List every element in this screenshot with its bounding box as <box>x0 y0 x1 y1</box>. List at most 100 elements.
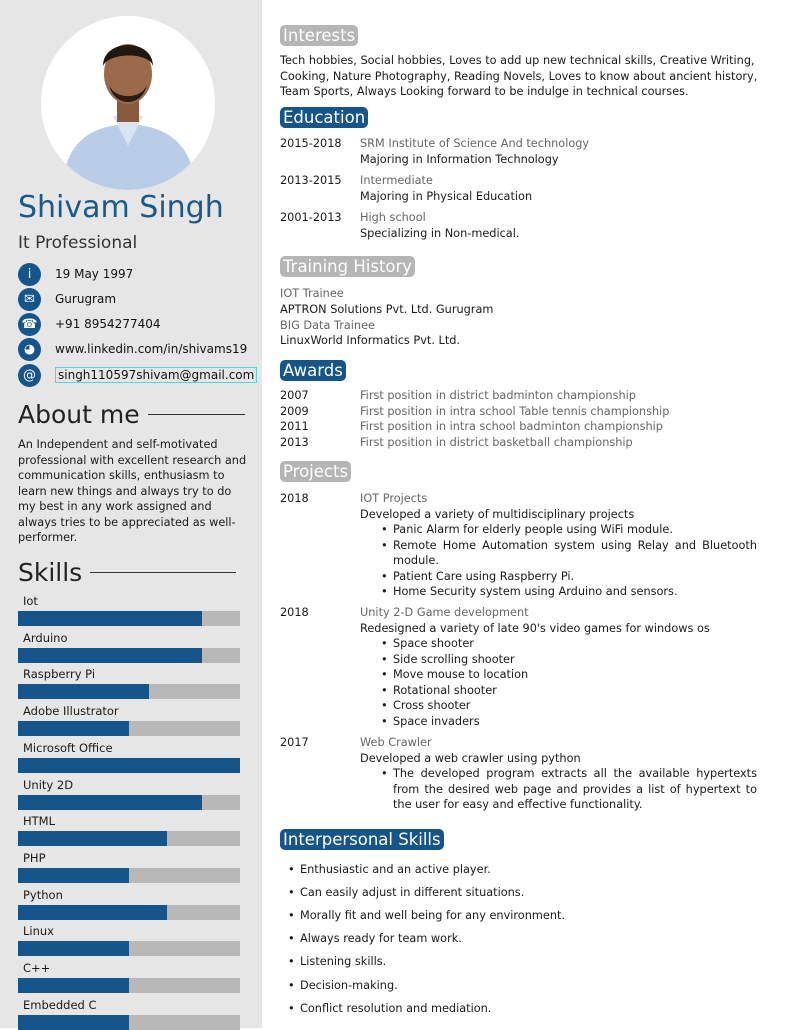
education-detail: Majoring in Physical Education <box>360 189 533 203</box>
project-bullet: Home Security system using Arduino and s… <box>381 584 757 600</box>
skill-label: Iot <box>23 594 38 608</box>
skill-label: Linux <box>23 924 54 939</box>
project-description: Developed a web crawler using python <box>360 751 581 765</box>
skill-level-fill <box>18 684 149 700</box>
skill-bar <box>18 941 240 957</box>
training-text: BIG Data Trainee <box>280 318 375 332</box>
skill-label: C++ <box>23 961 51 975</box>
interests-heading: Interests <box>280 25 359 46</box>
project-year: 2018 <box>280 492 309 505</box>
education-detail: Majoring in Information Technology <box>360 152 559 166</box>
divider <box>147 413 245 416</box>
contact-item: ✉ Gurugram <box>18 287 116 311</box>
skill-label: Raspberry Pi <box>23 667 96 682</box>
skill-level-fill <box>18 794 203 810</box>
skill-label: Python <box>23 887 63 902</box>
project-bullet: Side scrolling shooter <box>381 652 757 668</box>
project-year: 2017 <box>280 736 309 749</box>
interpersonal-skill: Enthusiastic and an active player. <box>288 863 491 876</box>
awards-heading: Awards <box>280 360 346 381</box>
interpersonal-skill: Conflict resolution and mediation. <box>288 1002 491 1015</box>
job-title: It Professional <box>18 233 138 253</box>
skills-heading-text: Skills <box>18 558 83 587</box>
skill-label: Arduino <box>23 630 68 645</box>
profile-photo <box>41 16 215 190</box>
about-heading: About me <box>18 400 245 429</box>
skill-bar <box>18 904 240 920</box>
award-year: 2011 <box>280 420 309 434</box>
projects-heading: Projects <box>280 461 352 482</box>
skill-label: Adobe Illustrator <box>23 704 119 719</box>
award-text: First position in district badminton cha… <box>360 389 636 402</box>
skill-level-fill <box>18 721 129 737</box>
contact-item: ◕ www.linkedin.com/in/shivams19 <box>18 337 247 361</box>
skill-bar <box>18 647 240 663</box>
interpersonal-skill: Listening skills. <box>288 955 386 968</box>
education-school: SRM Institute of Science And technology <box>360 137 590 150</box>
interpersonal-skill: Always ready for team work. <box>288 932 462 945</box>
skill-label: Microsoft Office <box>23 740 113 755</box>
skill-label: HTML <box>23 814 56 829</box>
contact-text: Gurugram <box>55 292 117 306</box>
interests-text: Tech hobbies, Social hobbies, Loves to a… <box>280 54 755 67</box>
skill-level-fill <box>18 978 129 993</box>
interpersonal-skill: Can easily adjust in different situation… <box>288 886 524 899</box>
project-bullet: Space invaders <box>381 714 757 730</box>
award-year: 2007 <box>280 389 309 402</box>
project-bullet: Move mouse to location <box>381 667 757 683</box>
project-bullet: Patient Care using Raspberry Pi. <box>381 569 757 585</box>
skill-label: Unity 2D <box>23 777 74 792</box>
skill-bar <box>18 794 240 810</box>
education-years: 2015-2018 <box>280 137 342 150</box>
contact-item: i 19 May 1997 <box>18 262 133 286</box>
skill-bar <box>18 721 240 737</box>
contact-text: +91 8954277404 <box>55 317 161 331</box>
skill-bar <box>18 867 240 883</box>
training-text: LinuxWorld Informatics Pvt. Ltd. <box>280 334 461 348</box>
project-title: Unity 2-D Game development <box>360 606 529 619</box>
globe-icon: ◕ <box>18 337 41 361</box>
skill-level-fill <box>18 611 203 626</box>
award-year: 2009 <box>280 404 309 418</box>
skill-bar <box>18 978 240 993</box>
interpersonal-skill: Morally fit and well being for any envir… <box>288 909 565 922</box>
project-description: Redesigned a variety of late 90's video … <box>360 621 710 635</box>
skill-bar <box>18 757 240 773</box>
skill-level-fill <box>18 647 203 663</box>
interests-text: Cooking, Nature Photography, Reading Nov… <box>280 69 758 83</box>
skill-label: PHP <box>23 850 46 865</box>
education-detail: Specializing in Non-medical. <box>360 226 520 240</box>
skill-bar <box>18 611 240 626</box>
skill-level-fill <box>18 831 167 847</box>
award-text: First position in district basketball ch… <box>360 435 633 449</box>
contact-item: ☎ +91 8954277404 <box>18 312 161 336</box>
interpersonal-heading: Interpersonal Skills <box>280 829 444 850</box>
project-bullet: Rotational shooter <box>381 683 757 699</box>
education-school: High school <box>360 211 426 224</box>
candidate-name: Shivam Singh <box>18 190 224 225</box>
skill-label: Embedded C <box>23 997 97 1012</box>
email-link[interactable]: singh110597shivam@gmail.com <box>55 367 258 383</box>
award-text: First position in intra school badminton… <box>360 420 663 434</box>
skill-bar <box>18 684 240 700</box>
training-text: APTRON Solutions Pvt. Ltd. Gurugram <box>280 302 494 316</box>
skill-level-fill <box>18 941 129 957</box>
interpersonal-skill: Decision-making. <box>288 979 398 992</box>
project-bullet: Space shooter <box>381 636 757 652</box>
divider <box>90 571 237 574</box>
info-icon: i <box>18 262 41 286</box>
award-year: 2013 <box>280 435 309 449</box>
project-description: Developed a variety of multidisciplinary… <box>360 507 635 521</box>
skill-level-fill <box>18 904 167 920</box>
project-year: 2018 <box>280 606 309 619</box>
at-icon: @ <box>18 363 41 387</box>
skill-bar <box>18 831 240 847</box>
project-bullet: Cross shooter <box>381 698 757 714</box>
linkedin-link[interactable]: www.linkedin.com/in/shivams19 <box>55 342 248 356</box>
sidebar: Shivam Singh It Professional i 19 May 199… <box>0 0 262 1030</box>
interests-text: Team Sports, Always Looking forward to b… <box>280 85 689 98</box>
education-school: Intermediate <box>360 174 433 187</box>
training-text: IOT Trainee <box>280 287 344 300</box>
skills-heading: Skills <box>18 558 237 587</box>
about-heading-text: About me <box>18 400 140 429</box>
